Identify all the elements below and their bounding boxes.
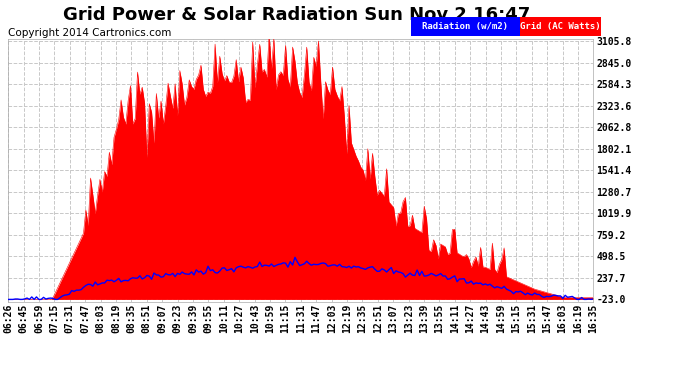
Text: Grid Power & Solar Radiation Sun Nov 2 16:47: Grid Power & Solar Radiation Sun Nov 2 1…: [63, 6, 531, 24]
Text: Copyright 2014 Cartronics.com: Copyright 2014 Cartronics.com: [8, 28, 172, 38]
Text: Radiation (w/m2): Radiation (w/m2): [422, 22, 508, 31]
Text: Grid (AC Watts): Grid (AC Watts): [520, 22, 600, 31]
